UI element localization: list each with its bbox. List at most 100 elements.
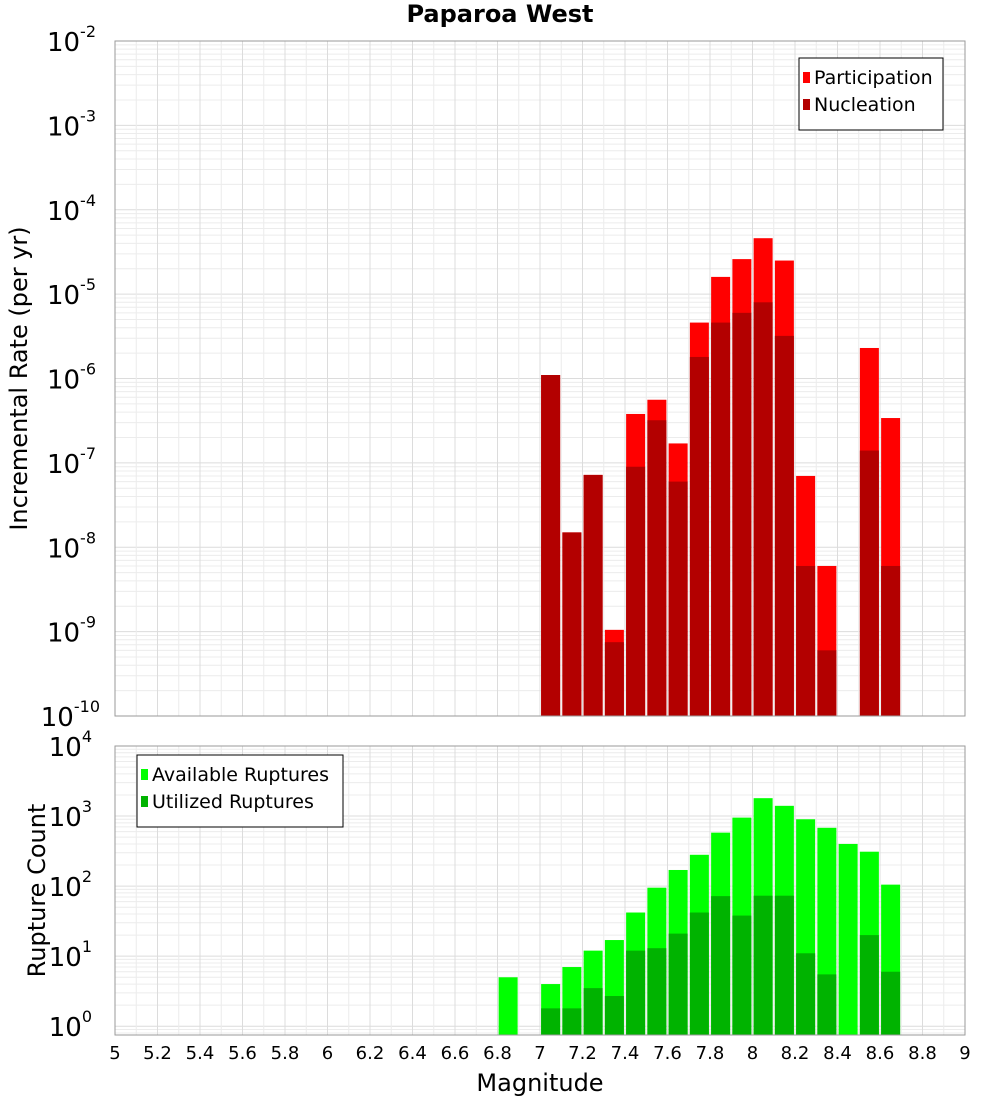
y-tick-label: 104	[49, 727, 92, 763]
bar-nucleation	[881, 565, 901, 716]
y-tick-base: 10	[49, 733, 82, 763]
x-tick-label: 6.8	[483, 1043, 512, 1064]
x-tick-label: 8.8	[908, 1043, 937, 1064]
bar-utilized-ruptures	[562, 1008, 582, 1035]
bar-utilized-ruptures	[859, 935, 879, 1035]
y-tick-exponent: 2	[82, 867, 92, 886]
bar-nucleation	[796, 565, 816, 716]
y-tick-base: 10	[49, 873, 82, 903]
plot-frame	[114, 40, 966, 717]
bar-nucleation	[774, 335, 794, 716]
legend-swatch	[141, 769, 148, 780]
bar-utilized-ruptures	[647, 948, 667, 1035]
y-tick-exponent: 4	[82, 727, 92, 746]
y-tick-base: 10	[49, 1013, 82, 1043]
x-tick-label: 5.6	[228, 1043, 257, 1064]
x-tick-label: 8	[747, 1043, 758, 1064]
legend-box	[798, 57, 944, 131]
bar-available-ruptures	[498, 977, 518, 1035]
bar-utilized-ruptures	[817, 974, 837, 1035]
legend-label: Participation	[814, 67, 933, 89]
y-tick-exponent: -6	[80, 360, 96, 379]
bar-nucleation	[562, 532, 582, 716]
y-tick-label: 103	[49, 797, 92, 833]
y-tick-exponent: -9	[80, 613, 96, 632]
x-tick-label: 7.2	[568, 1043, 597, 1064]
x-tick-label: 7	[534, 1043, 545, 1064]
bar-nucleation	[817, 650, 837, 716]
bar-available-ruptures	[838, 843, 858, 1035]
legend-label: Available Ruptures	[152, 764, 329, 786]
y-tick-label: 10-3	[47, 106, 96, 142]
y-tick-base: 10	[41, 703, 74, 733]
x-tick-label: 7.4	[611, 1043, 640, 1064]
top-panel: 10-210-310-410-510-610-710-810-910-10Inc…	[5, 22, 966, 733]
legend-box	[136, 754, 344, 828]
x-tick-label: 6.6	[441, 1043, 470, 1064]
bar-nucleation	[541, 375, 561, 716]
bar-nucleation	[753, 302, 773, 716]
y-tick-base: 10	[47, 112, 80, 142]
bar-utilized-ruptures	[626, 950, 646, 1035]
y-tick-exponent: -10	[74, 697, 100, 716]
y-axis-label: Rupture Count	[23, 804, 51, 978]
bar-nucleation	[859, 450, 879, 716]
y-tick-base: 10	[47, 450, 80, 480]
bar-nucleation	[668, 481, 688, 716]
y-tick-base: 10	[47, 28, 80, 58]
x-tick-label: 6.4	[398, 1043, 427, 1064]
bar-utilized-ruptures	[774, 895, 794, 1035]
y-tick-exponent: -5	[80, 275, 96, 294]
y-tick-exponent: -4	[80, 191, 96, 210]
x-tick-label: 5.4	[186, 1043, 215, 1064]
y-tick-base: 10	[49, 943, 82, 973]
y-tick-exponent: -7	[80, 444, 96, 463]
bar-nucleation	[626, 466, 646, 716]
x-tick-label: 6.2	[356, 1043, 385, 1064]
x-tick-label: 5	[109, 1043, 120, 1064]
y-tick-exponent: 1	[82, 937, 92, 956]
legend-swatch	[803, 99, 810, 110]
bar-nucleation	[604, 642, 624, 716]
bar-utilized-ruptures	[689, 912, 709, 1035]
y-tick-label: 10-5	[47, 275, 96, 311]
legend-swatch	[141, 796, 148, 807]
bar-nucleation	[711, 322, 731, 716]
plot-frame	[114, 745, 966, 1036]
bar-utilized-ruptures	[583, 988, 603, 1035]
x-tick-label: 6	[322, 1043, 333, 1064]
y-tick-label: 10-8	[47, 528, 96, 564]
x-axis-label: Magnitude	[476, 1069, 603, 1097]
legend-label: Utilized Ruptures	[152, 791, 314, 813]
y-tick-label: 101	[49, 937, 92, 973]
legend-swatch	[803, 72, 810, 83]
x-tick-label: 8.4	[823, 1043, 852, 1064]
y-tick-exponent: -3	[80, 106, 96, 125]
y-tick-exponent: -8	[80, 528, 96, 547]
y-tick-label: 100	[49, 1007, 92, 1043]
bar-utilized-ruptures	[668, 933, 688, 1035]
x-tick-label: 8.2	[781, 1043, 810, 1064]
bar-utilized-ruptures	[796, 953, 816, 1035]
bar-utilized-ruptures	[881, 971, 901, 1035]
x-tick-label: 7.8	[696, 1043, 725, 1064]
y-tick-base: 10	[47, 197, 80, 227]
y-tick-base: 10	[47, 619, 80, 649]
y-tick-label: 10-7	[47, 444, 96, 480]
y-tick-exponent: 0	[82, 1007, 92, 1026]
y-tick-base: 10	[47, 281, 80, 311]
bar-nucleation	[583, 474, 603, 716]
y-tick-label: 10-6	[47, 360, 96, 396]
x-tick-label: 5.2	[143, 1043, 172, 1064]
y-tick-label: 10-4	[47, 191, 96, 227]
bar-utilized-ruptures	[711, 896, 731, 1035]
x-tick-label: 9	[959, 1043, 970, 1064]
chart-title: Paparoa West	[406, 0, 593, 28]
y-tick-base: 10	[49, 803, 82, 833]
y-tick-exponent: -2	[80, 22, 96, 41]
legend-label: Nucleation	[814, 94, 916, 116]
y-tick-exponent: 3	[82, 797, 92, 816]
bar-utilized-ruptures	[732, 915, 752, 1035]
